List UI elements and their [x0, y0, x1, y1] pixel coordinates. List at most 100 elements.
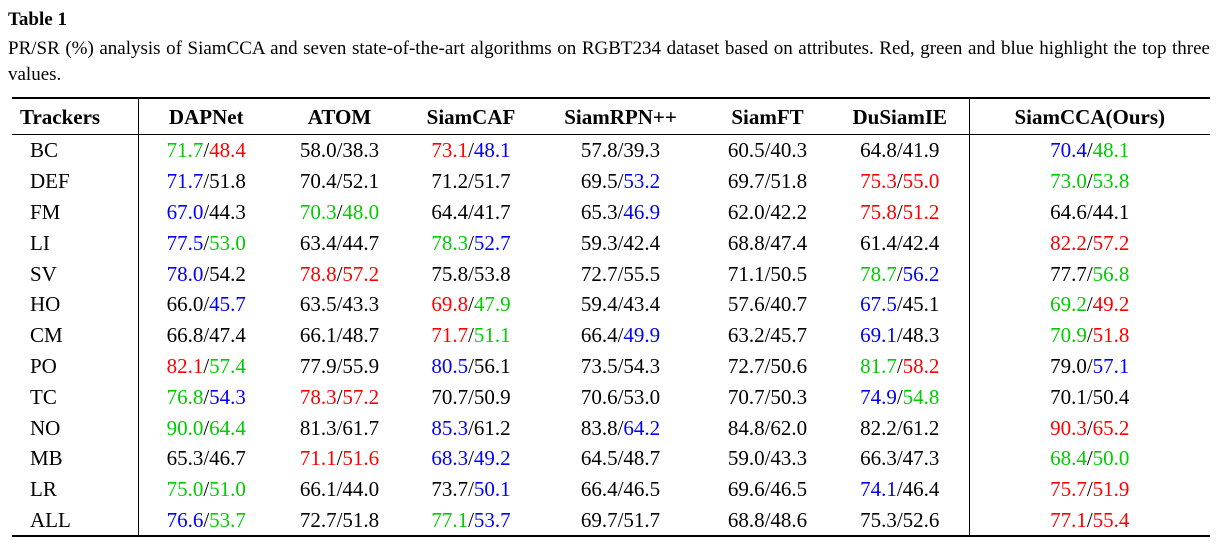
value-separator: / — [468, 477, 474, 502]
score-cell: 71.1/51.6 — [274, 443, 405, 474]
pr-value: 76.6 — [166, 507, 204, 532]
score-cell: 69.8/47.9 — [405, 289, 537, 320]
sr-value: 48.6 — [770, 507, 808, 532]
value-separator: / — [617, 199, 624, 224]
pr-value: 71.2 — [431, 169, 469, 194]
value-separator: / — [468, 507, 474, 532]
pr-value: 79.0 — [1050, 353, 1087, 378]
sr-value: 51.7 — [623, 507, 661, 532]
value-separator: / — [764, 353, 771, 378]
score-cell: 75.0/51.0 — [138, 474, 274, 505]
pr-value: 69.8 — [431, 292, 469, 317]
sr-value: 49.2 — [473, 446, 511, 471]
score-cell: 71.7/51.1 — [405, 320, 537, 351]
score-cell: 83.8/64.2 — [537, 412, 704, 443]
value-separator: / — [896, 138, 903, 163]
value-separator: / — [1086, 323, 1093, 348]
sr-value: 57.2 — [342, 384, 380, 409]
pr-value: 63.2 — [727, 323, 765, 348]
pr-value: 72.7 — [299, 507, 337, 532]
pr-value: 75.7 — [1050, 477, 1087, 502]
attribute-cell: SV — [12, 258, 139, 289]
score-cell: 58.0/38.3 — [274, 135, 405, 166]
score-cell: 78.3/52.7 — [405, 227, 537, 258]
value-separator: / — [468, 384, 474, 409]
column-header: DuSiamIE — [852, 104, 948, 129]
value-separator: / — [896, 230, 903, 255]
pr-value: 84.8 — [727, 415, 765, 440]
score-cell: 63.5/43.3 — [274, 289, 405, 320]
score-cell: 62.0/42.2 — [704, 197, 831, 228]
sr-value: 57.1 — [1092, 353, 1130, 378]
score-cell: 59.3/42.4 — [537, 227, 704, 258]
pr-value: 71.7 — [431, 323, 469, 348]
pr-value: 71.7 — [166, 169, 204, 194]
score-cell: 64.8/41.9 — [831, 135, 969, 166]
score-cell: 90.0/64.4 — [138, 412, 274, 443]
sr-value: 53.8 — [1092, 169, 1130, 194]
value-separator: / — [468, 292, 474, 317]
table-row: LI 77.5/53.0 63.4/44.7 78.3/52.7 59.3/42.4 68… — [12, 227, 1210, 259]
sr-value: 43.4 — [623, 292, 661, 317]
sr-value: 58.2 — [902, 353, 940, 378]
pr-value: 63.5 — [299, 292, 337, 317]
value-separator: / — [896, 323, 903, 348]
attribute-cell: DEF — [12, 165, 139, 197]
sr-value: 62.0 — [770, 415, 808, 440]
pr-value: 68.3 — [431, 446, 469, 471]
results-table: Trackers DAPNet ATOM SiamCAF SiamRPN++ SiamFT… — [12, 97, 1210, 537]
pr-value: 70.9 — [1050, 323, 1087, 348]
sr-value: 52.7 — [473, 230, 511, 255]
value-separator: / — [617, 415, 624, 440]
table-row: NO 90.0/64.4 81.3/61.7 85.3/61.2 83.8/64.2 84… — [12, 412, 1210, 443]
score-cell: 68.8/47.4 — [704, 227, 831, 258]
value-separator: / — [617, 138, 624, 163]
score-cell: 77.5/53.0 — [138, 227, 274, 258]
value-separator: / — [336, 230, 343, 255]
value-separator: / — [1086, 230, 1093, 255]
score-cell: 66.3/47.3 — [831, 443, 969, 474]
score-cell: 57.8/39.3 — [537, 135, 704, 166]
sr-value: 51.6 — [342, 446, 380, 471]
score-cell: 59.4/43.4 — [537, 289, 704, 320]
score-cell: 74.1/46.4 — [831, 474, 969, 505]
value-separator: / — [336, 415, 343, 440]
score-cell: 73.7/50.1 — [405, 474, 537, 505]
table-row: FM 67.0/44.3 70.3/48.0 64.4/41.7 65.3/46.9 62… — [12, 196, 1210, 228]
score-cell: 78.8/57.2 — [274, 258, 405, 289]
sr-value: 50.6 — [770, 353, 808, 378]
value-separator: / — [203, 230, 210, 255]
sr-value: 50.9 — [473, 384, 511, 409]
sr-value: 55.4 — [1092, 507, 1130, 532]
pr-value: 75.8 — [860, 199, 897, 224]
sr-value: 44.3 — [209, 199, 246, 224]
score-cell: 69.7/51.8 — [704, 166, 831, 197]
sr-value: 53.7 — [209, 507, 246, 532]
score-cell: 61.4/42.4 — [831, 227, 969, 258]
value-separator: / — [896, 353, 903, 378]
sr-value: 48.0 — [342, 199, 380, 224]
value-separator: / — [1086, 507, 1093, 532]
score-cell: 70.7/50.9 — [405, 381, 537, 412]
pr-value: 73.5 — [580, 353, 618, 378]
column-header: SiamRPN++ — [564, 104, 677, 129]
pr-value: 58.0 — [299, 138, 337, 163]
value-separator: / — [896, 292, 903, 317]
score-cell: 77.9/55.9 — [274, 351, 405, 382]
value-separator: / — [468, 353, 474, 378]
value-separator: / — [468, 446, 474, 471]
value-separator: / — [468, 261, 474, 286]
score-cell: 70.7/50.3 — [704, 381, 831, 412]
value-separator: / — [336, 507, 343, 532]
sr-value: 57.2 — [1092, 230, 1130, 255]
sr-value: 42.4 — [623, 230, 661, 255]
sr-value: 51.2 — [902, 199, 940, 224]
score-cell: 70.4/48.1 — [968, 134, 1210, 166]
pr-value: 69.2 — [1050, 292, 1087, 317]
value-separator: / — [764, 292, 771, 317]
value-separator: / — [764, 507, 771, 532]
value-separator: / — [1086, 415, 1093, 440]
score-cell: 75.3/55.0 — [831, 166, 969, 197]
sr-value: 43.3 — [770, 446, 808, 471]
value-separator: / — [203, 261, 210, 286]
